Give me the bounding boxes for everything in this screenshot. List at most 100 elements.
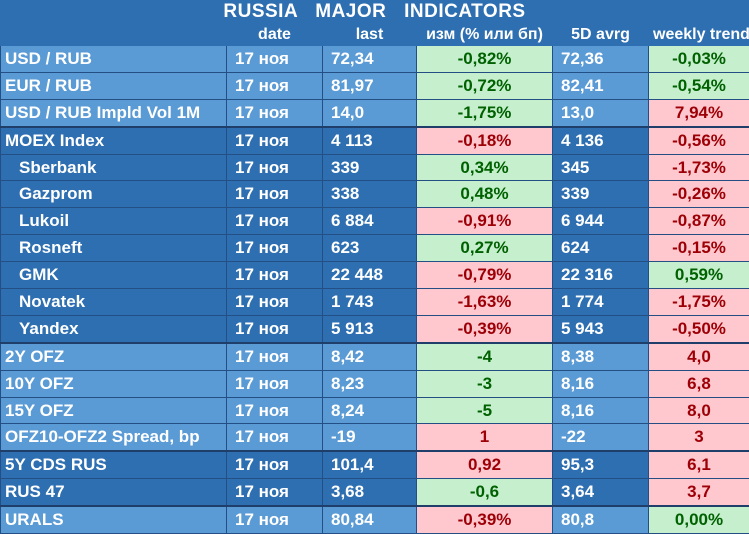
row-name: OFZ10-OFZ2 Spread, bp <box>1 424 227 451</box>
row-name: 5Y CDS RUS <box>1 451 227 478</box>
row-name: Gazprom <box>1 181 227 208</box>
row-weekly-trend: 4,0 <box>649 343 749 370</box>
row-weekly-trend: -0,03% <box>649 46 749 73</box>
row-5d-avg: 4 136 <box>553 127 649 154</box>
row-change: -0,82% <box>417 46 553 73</box>
row-last: 338 <box>323 181 417 208</box>
row-name: USD / RUB Impld Vol 1M <box>1 99 227 126</box>
row-last: 8,42 <box>323 343 417 370</box>
row-name: Sberbank <box>1 154 227 181</box>
row-5d-avg: 5 943 <box>553 315 649 342</box>
row-last: 22 448 <box>323 262 417 289</box>
row-last: -19 <box>323 424 417 451</box>
row-5d-avg: 624 <box>553 235 649 262</box>
header-name <box>1 25 227 46</box>
row-change: -0,72% <box>417 72 553 99</box>
row-weekly-trend: -0,54% <box>649 72 749 99</box>
row-weekly-trend: -0,50% <box>649 315 749 342</box>
row-weekly-trend: 3 <box>649 424 749 451</box>
row-weekly-trend: -1,73% <box>649 154 749 181</box>
row-5d-avg: 80,8 <box>553 506 649 533</box>
row-last: 623 <box>323 235 417 262</box>
row-change: -5 <box>417 397 553 424</box>
row-date: 17 ноя <box>227 181 323 208</box>
row-5d-avg: 339 <box>553 181 649 208</box>
header-weekly-trend: weekly trend <box>649 25 749 46</box>
row-last: 1 743 <box>323 289 417 316</box>
row-last: 80,84 <box>323 506 417 533</box>
row-weekly-trend: 8,0 <box>649 397 749 424</box>
row-5d-avg: 8,16 <box>553 370 649 397</box>
row-date: 17 ноя <box>227 46 323 73</box>
row-change: -0,18% <box>417 127 553 154</box>
row-date: 17 ноя <box>227 154 323 181</box>
row-change: -0,91% <box>417 208 553 235</box>
row-weekly-trend: -0,26% <box>649 181 749 208</box>
row-last: 72,34 <box>323 46 417 73</box>
row-weekly-trend: 0,00% <box>649 506 749 533</box>
row-change: -0,79% <box>417 262 553 289</box>
row-name: 2Y OFZ <box>1 343 227 370</box>
row-last: 4 113 <box>323 127 417 154</box>
row-name: Lukoil <box>1 208 227 235</box>
row-change: -1,75% <box>417 99 553 126</box>
row-date: 17 ноя <box>227 127 323 154</box>
row-date: 17 ноя <box>227 370 323 397</box>
row-change: 0,27% <box>417 235 553 262</box>
row-last: 3,68 <box>323 479 417 506</box>
row-5d-avg: 345 <box>553 154 649 181</box>
row-date: 17 ноя <box>227 72 323 99</box>
row-change: -4 <box>417 343 553 370</box>
row-last: 5 913 <box>323 315 417 342</box>
row-date: 17 ноя <box>227 289 323 316</box>
row-name: Novatek <box>1 289 227 316</box>
row-5d-avg: 3,64 <box>553 479 649 506</box>
row-5d-avg: 72,36 <box>553 46 649 73</box>
row-change: 0,48% <box>417 181 553 208</box>
row-name: Yandex <box>1 315 227 342</box>
row-5d-avg: 13,0 <box>553 99 649 126</box>
row-5d-avg: 82,41 <box>553 72 649 99</box>
row-date: 17 ноя <box>227 315 323 342</box>
row-name: RUS 47 <box>1 479 227 506</box>
row-name: USD / RUB <box>1 46 227 73</box>
row-name: URALS <box>1 506 227 533</box>
header-last: last <box>323 25 417 46</box>
row-last: 101,4 <box>323 451 417 478</box>
row-date: 17 ноя <box>227 343 323 370</box>
row-date: 17 ноя <box>227 506 323 533</box>
row-date: 17 ноя <box>227 451 323 478</box>
row-5d-avg: 1 774 <box>553 289 649 316</box>
row-last: 6 884 <box>323 208 417 235</box>
header-date: date <box>227 25 323 46</box>
row-change: 0,34% <box>417 154 553 181</box>
indicators-table: date last изм (% или бп) 5D avrg weekly … <box>0 24 749 534</box>
row-last: 81,97 <box>323 72 417 99</box>
row-change: -0,39% <box>417 315 553 342</box>
row-name: 10Y OFZ <box>1 370 227 397</box>
row-name: 15Y OFZ <box>1 397 227 424</box>
row-weekly-trend: -0,56% <box>649 127 749 154</box>
row-name: MOEX Index <box>1 127 227 154</box>
row-date: 17 ноя <box>227 208 323 235</box>
row-5d-avg: -22 <box>553 424 649 451</box>
row-5d-avg: 8,16 <box>553 397 649 424</box>
page-title: RUSSIA MAJOR INDICATORS <box>0 0 749 24</box>
row-last: 339 <box>323 154 417 181</box>
row-5d-avg: 95,3 <box>553 451 649 478</box>
row-name: GMK <box>1 262 227 289</box>
row-date: 17 ноя <box>227 99 323 126</box>
row-weekly-trend: 6,1 <box>649 451 749 478</box>
